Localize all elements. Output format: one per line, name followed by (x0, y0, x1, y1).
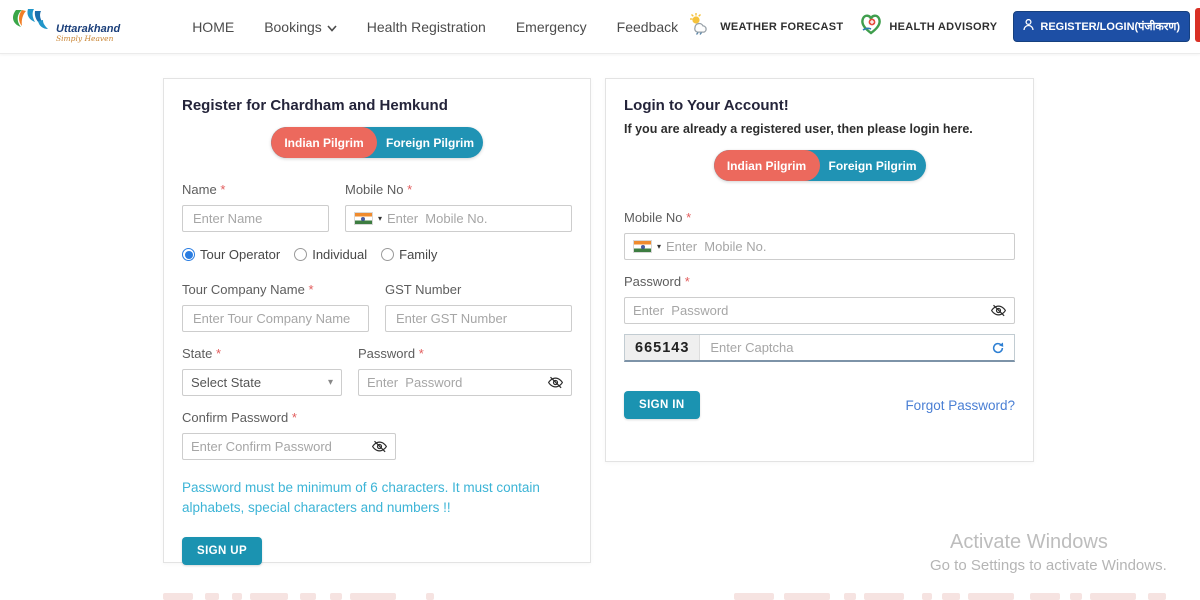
eye-off-icon (991, 304, 1006, 317)
login-card: Login to Your Account! If you are alread… (605, 78, 1034, 462)
weather-forecast-label: WEATHER FORECAST (720, 20, 844, 33)
captcha-code: 665143 (625, 335, 701, 360)
logo-title: Uttarakhand (56, 22, 121, 35)
radio-unselected-icon (294, 248, 308, 261)
gst-label: GST Number (385, 282, 462, 297)
top-navbar: Uttarakhand Simply Heaven HOME Bookings … (0, 0, 1200, 54)
captcha-input[interactable] (700, 335, 991, 360)
login-password-eye-toggle[interactable] (991, 303, 1006, 318)
health-advisory-link[interactable]: HEALTH ADVISORY (859, 12, 997, 41)
person-icon (1023, 18, 1035, 34)
registrant-type-radios: Tour Operator Individual Family (182, 247, 572, 262)
confirm-password-input[interactable] (191, 434, 367, 459)
logo-tagline: Simply Heaven (56, 34, 114, 44)
edge-tab[interactable] (1195, 8, 1200, 42)
uttarakhand-swoosh-icon (8, 7, 52, 46)
mobile-label: Mobile No * (344, 182, 413, 197)
confirm-password-eye-toggle[interactable] (372, 439, 387, 454)
eye-off-icon (372, 440, 387, 453)
tour-company-input[interactable] (182, 305, 369, 332)
sign-in-button[interactable]: SIGN IN (624, 391, 700, 419)
radio-selected-icon (182, 248, 195, 261)
radio-tour-operator[interactable]: Tour Operator (182, 247, 280, 262)
nav-emergency[interactable]: Emergency (515, 18, 587, 35)
nav-home[interactable]: HOME (192, 18, 235, 35)
forgot-password-link[interactable]: Forgot Password? (905, 397, 1015, 413)
state-select[interactable]: Select State ▾ (182, 369, 342, 396)
register-foreign-pilgrim-tab[interactable]: Foreign Pilgrim (377, 127, 483, 158)
captcha-box: 665143 (624, 334, 1015, 362)
login-title: Login to Your Account! (624, 97, 789, 114)
weather-forecast-link[interactable]: WEATHER FORECAST (688, 12, 843, 41)
chevron-down-icon (327, 19, 337, 35)
password-input[interactable] (367, 370, 543, 395)
register-pilgrim-type-toggle: Indian Pilgrim Foreign Pilgrim (271, 127, 483, 158)
login-indian-pilgrim-tab[interactable]: Indian Pilgrim (713, 150, 820, 181)
mobile-input[interactable] (387, 206, 563, 231)
radio-unselected-icon (381, 248, 395, 261)
login-subtitle: If you are already a registered user, th… (624, 122, 973, 136)
nav-feedback[interactable]: Feedback (616, 18, 679, 35)
tour-company-label: Tour Company Name * (182, 282, 314, 297)
name-input[interactable] (182, 205, 329, 232)
register-card: Register for Chardham and Hemkund Indian… (163, 78, 591, 565)
india-flag-icon (633, 240, 652, 253)
health-advisory-icon (859, 12, 883, 41)
eye-off-icon (548, 376, 563, 389)
refresh-icon (992, 341, 1004, 353)
state-label: State * (182, 346, 222, 361)
gst-input[interactable] (385, 305, 572, 332)
country-code-caret-icon[interactable]: ▾ (377, 214, 382, 223)
radio-family[interactable]: Family (381, 247, 437, 262)
password-eye-toggle[interactable] (548, 375, 563, 390)
register-indian-pilgrim-tab[interactable]: Indian Pilgrim (271, 127, 377, 158)
sign-up-button[interactable]: SIGN UP (182, 536, 263, 565)
captcha-refresh-button[interactable] (991, 341, 1014, 355)
login-password-label: Password * (624, 274, 690, 289)
login-pilgrim-type-toggle: Indian Pilgrim Foreign Pilgrim (713, 150, 926, 181)
password-label: Password * (358, 346, 424, 361)
nav-bookings[interactable]: Bookings (264, 19, 337, 35)
confirm-password-label: Confirm Password * (182, 410, 297, 425)
radio-individual[interactable]: Individual (294, 247, 367, 262)
register-login-button[interactable]: REGISTER/LOGIN(पंजीकरण) (1013, 11, 1190, 42)
footer-cutoff-strip (0, 591, 1200, 600)
india-flag-icon (353, 212, 373, 225)
main-nav: HOME Bookings Health Registration Emerge… (192, 19, 678, 35)
password-hint: Password must be minimum of 6 characters… (182, 480, 540, 516)
select-caret-icon: ▾ (327, 377, 333, 388)
site-logo[interactable]: Uttarakhand Simply Heaven (8, 7, 120, 46)
health-advisory-label: HEALTH ADVISORY (889, 20, 998, 33)
register-title: Register for Chardham and Hemkund (182, 97, 448, 114)
name-label: Name * (182, 182, 226, 197)
country-code-caret-icon[interactable]: ▾ (657, 242, 662, 251)
nav-health-registration[interactable]: Health Registration (366, 18, 486, 35)
login-password-input[interactable] (633, 298, 986, 323)
login-foreign-pilgrim-tab[interactable]: Foreign Pilgrim (820, 150, 926, 181)
main-content: Register for Chardham and Hemkund Indian… (0, 54, 1200, 600)
login-mobile-label: Mobile No * (624, 210, 692, 225)
weather-icon (688, 12, 714, 41)
login-mobile-input[interactable] (666, 234, 1006, 259)
